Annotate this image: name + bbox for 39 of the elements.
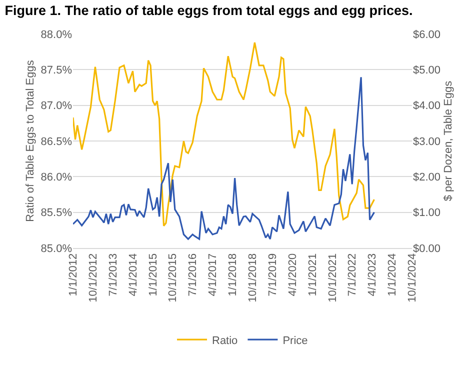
x-tick-label: 7/1/2019 xyxy=(266,253,279,296)
x-tick-label: 4/1/2017 xyxy=(207,253,220,296)
y-tick-label: 85.0% xyxy=(40,242,72,255)
y2-tick-label: $1.00 xyxy=(413,207,441,220)
y-tick-label: 85.5% xyxy=(40,207,72,220)
y2-tick-label: $0.00 xyxy=(413,242,441,255)
legend-label: Ratio xyxy=(212,334,238,347)
y2-tick-label: $2.00 xyxy=(413,172,441,184)
y-tick-label: 86.0% xyxy=(40,172,72,184)
line-series xyxy=(73,76,376,240)
x-tick-label: 10/1/2018 xyxy=(247,253,260,302)
line-series xyxy=(73,42,376,227)
y2-axis-title: $ per Dozen, Table Eggs xyxy=(442,80,455,202)
x-tick-label: 4/1/2023 xyxy=(366,253,379,296)
x-tick-label: 1/1/2018 xyxy=(227,253,240,296)
y-tick-label: 88.0% xyxy=(40,28,72,41)
chart-title: Figure 1. The ratio of table eggs from total eggs and egg prices. xyxy=(4,2,413,18)
y-tick-label: 86.5% xyxy=(40,136,72,148)
x-tick-label: 4/1/2014 xyxy=(127,253,140,296)
y2-tick-label: $5.00 xyxy=(413,64,441,77)
y-axis-title: Ratio of Table Eggs to Total Eggs xyxy=(24,60,36,222)
y2-tick-label: $3.00 xyxy=(413,136,441,148)
y-tick-label: 87.0% xyxy=(40,100,72,112)
x-tick-label: 1/1/2012 xyxy=(68,253,80,296)
y-tick-label: 87.5% xyxy=(40,64,72,77)
x-tick-label: 7/1/2016 xyxy=(187,253,200,296)
x-tick-label: 1/1/2024 xyxy=(386,253,399,296)
x-tick-label: 10/1/2012 xyxy=(88,253,100,302)
y2-tick-label: $4.00 xyxy=(413,100,441,112)
x-tick-label: 4/1/2020 xyxy=(286,253,299,296)
x-tick-label: 1/1/2015 xyxy=(147,253,160,296)
x-tick-label: 10/1/2024 xyxy=(406,253,419,302)
x-tick-label: 7/1/2013 xyxy=(107,253,120,296)
y2-tick-label: $6.00 xyxy=(413,28,441,41)
x-tick-label: 1/1/2021 xyxy=(306,253,319,296)
legend-label: Price xyxy=(282,334,308,347)
x-tick-label: 10/1/2021 xyxy=(326,253,339,302)
x-tick-label: 10/1/2015 xyxy=(167,253,180,302)
x-tick-label: 7/1/2022 xyxy=(346,253,359,296)
